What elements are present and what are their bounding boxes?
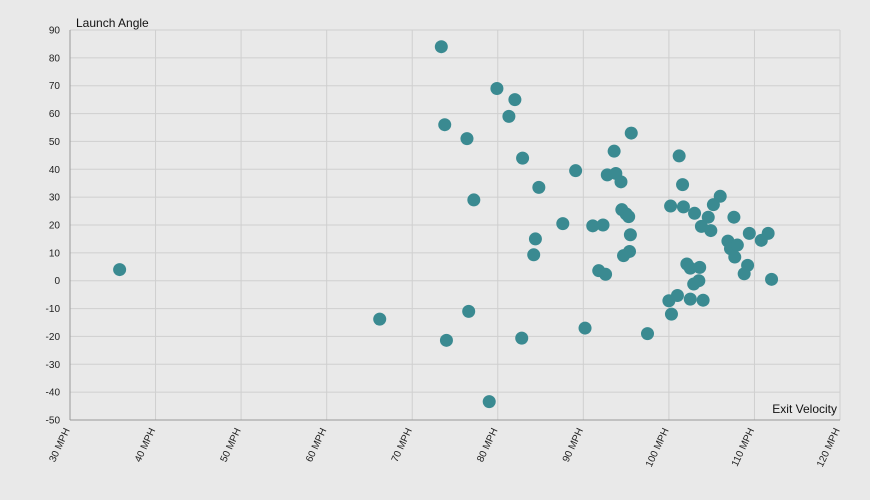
data-point [373,312,387,326]
data-point [462,304,476,318]
data-point [704,224,718,238]
data-point [683,292,697,306]
data-point [528,232,542,246]
y-tick-label: 30 [49,193,61,204]
x-tick-label: 40 MPH [133,427,158,464]
data-point [556,217,570,231]
data-point [467,193,481,207]
x-axis-title: Exit Velocity [772,402,837,416]
x-tick-label: 70 MPH [390,427,415,464]
data-point [623,228,637,242]
data-point [688,206,702,220]
x-tick-label: 90 MPH [561,427,586,464]
data-point [502,109,516,123]
y-tick-label: 90 [49,26,61,37]
data-point [676,178,690,192]
data-point [438,118,452,132]
data-point [641,327,654,341]
x-tick-label: 120 MPH [815,427,843,469]
data-point [692,274,706,288]
data-point [761,226,775,240]
y-tick-labels: -50 -40 -30 -20 -10 0 10 20 30 40 50 60 70 80 90 [46,26,61,427]
data-point [434,40,448,54]
y-tick-label: 0 [54,276,60,287]
data-point [693,260,707,274]
data-point [490,82,504,95]
data-points [113,40,779,409]
y-tick-label: -40 [46,388,61,399]
y-tick-label: -30 [46,360,61,371]
data-point [727,210,741,224]
data-point [664,307,678,321]
y-tick-label: -50 [46,416,61,427]
y-tick-label: 40 [49,165,61,176]
data-point [607,144,621,158]
y-tick-label: 10 [49,248,61,259]
y-tick-label: 60 [49,109,61,120]
data-point [670,288,684,302]
data-point [586,219,600,233]
y-tick-label: -20 [46,332,61,343]
data-point [516,151,530,165]
data-point [696,293,710,307]
data-point [614,175,628,189]
data-point [578,321,592,335]
x-tick-label: 50 MPH [219,427,244,464]
data-point [741,258,755,272]
y-axis-title: Launch Angle [76,16,149,30]
data-point [765,272,779,286]
x-tick-labels: 30 MPH 40 MPH 50 MPH 60 MPH 70 MPH 80 MPH 90 M… [47,427,842,469]
data-point [439,333,453,347]
data-point [742,226,756,240]
data-point [701,210,715,224]
data-point [596,218,610,232]
data-point [482,395,496,409]
data-point [624,126,638,140]
y-tick-label: 70 [49,81,61,92]
data-point [532,180,546,194]
data-point [672,149,686,163]
data-point [515,331,529,345]
x-tick-label: 100 MPH [644,427,672,469]
data-point [623,244,637,258]
data-point [599,267,613,281]
data-point [569,164,583,178]
x-tick-label: 80 MPH [475,427,500,464]
data-point [713,189,727,203]
data-point [508,93,522,107]
data-point [728,250,742,264]
data-point [622,210,636,224]
data-point [527,248,541,262]
x-tick-label: 110 MPH [730,427,757,469]
grid [69,29,841,421]
x-tick-label: 60 MPH [304,427,329,464]
data-point [683,261,697,275]
data-point [676,200,690,214]
y-tick-label: 20 [49,221,61,232]
y-tick-label: 50 [49,137,61,148]
x-tick-label: 30 MPH [47,427,72,464]
data-point [664,199,678,213]
data-point [113,263,127,277]
y-tick-label: 80 [49,53,61,64]
data-point [730,238,744,252]
y-tick-label: -10 [46,304,61,315]
data-point [460,132,474,146]
